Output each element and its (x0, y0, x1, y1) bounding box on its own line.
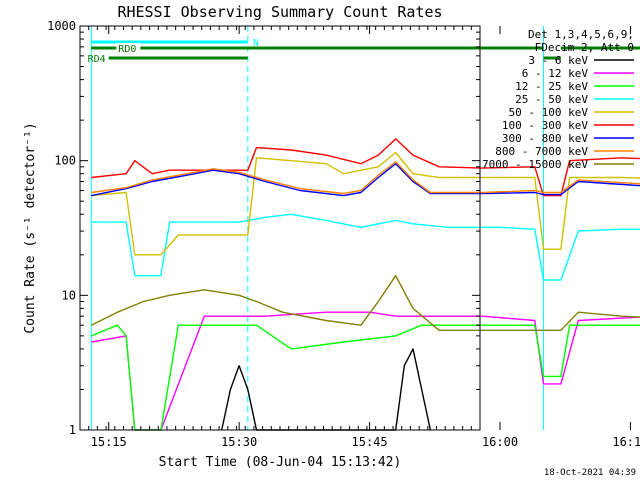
flag-bar-label-n: N (253, 38, 259, 49)
legend: Det 1,3,4,5,6,9, FDecim 2, Att 0 3 - 6 k… (482, 28, 634, 171)
legend-header-line-1: Det 1,3,4,5,6,9, (528, 28, 634, 41)
x-tick-label-4: 16:00 (482, 435, 518, 449)
vertical-markers (90, 26, 544, 430)
legend-header-line-2: FDecim 2, Att 0 (535, 41, 634, 54)
chart-title: RHESSI Observing Summary Count Rates (117, 3, 442, 21)
legend-label-3: 12 - 25 keV (515, 80, 588, 93)
legend-label-5: 50 - 100 keV (509, 106, 589, 119)
x-tick-label-2: 15:30 (221, 435, 257, 449)
series-line-8 (91, 161, 640, 195)
y-axis-ticks: 1 10 100 1000 (47, 19, 480, 437)
legend-label-1: 3 - 6 keV (528, 54, 588, 67)
y-tick-label-3: 100 (54, 154, 76, 168)
legend-label-7: 300 - 800 keV (502, 132, 588, 145)
y-tick-label-4: 1000 (47, 19, 76, 33)
y-tick-label-1: 1 (69, 423, 76, 437)
flag-bar-label-bg-rd0 (116, 43, 141, 53)
flag-bar-label-rd4: RD4 (88, 54, 106, 65)
series-line-2 (91, 311, 640, 431)
y-axis-label: Count Rate (s⁻¹ detector⁻¹) (23, 122, 38, 333)
x-tick-label-3: 15:45 (352, 435, 388, 449)
flag-bar-label-rd0: RD0 (118, 44, 136, 55)
y-tick-label-2: 10 (62, 288, 76, 302)
legend-label-9: 7000 - 15000 keV (482, 158, 588, 171)
x-tick-label-1: 15:15 (91, 435, 127, 449)
series-line-7 (91, 163, 640, 197)
flag-bars: N RD0 RD4 (88, 38, 640, 65)
legend-label-6: 100 - 300 keV (502, 119, 588, 132)
legend-label-4: 25 - 50 keV (515, 93, 588, 106)
timestamp: 18-Oct-2021 04:39 (544, 468, 636, 478)
x-tick-label-5: 16:15 (612, 435, 640, 449)
series-line-6 (91, 138, 640, 197)
series-line-5 (91, 151, 640, 256)
legend-label-8: 800 - 7000 keV (495, 145, 588, 158)
legend-label-2: 6 - 12 keV (522, 67, 589, 80)
x-axis-label: Start Time (08-Jun-04 15:13:42) (159, 455, 402, 470)
series-line-9 (90, 275, 640, 331)
